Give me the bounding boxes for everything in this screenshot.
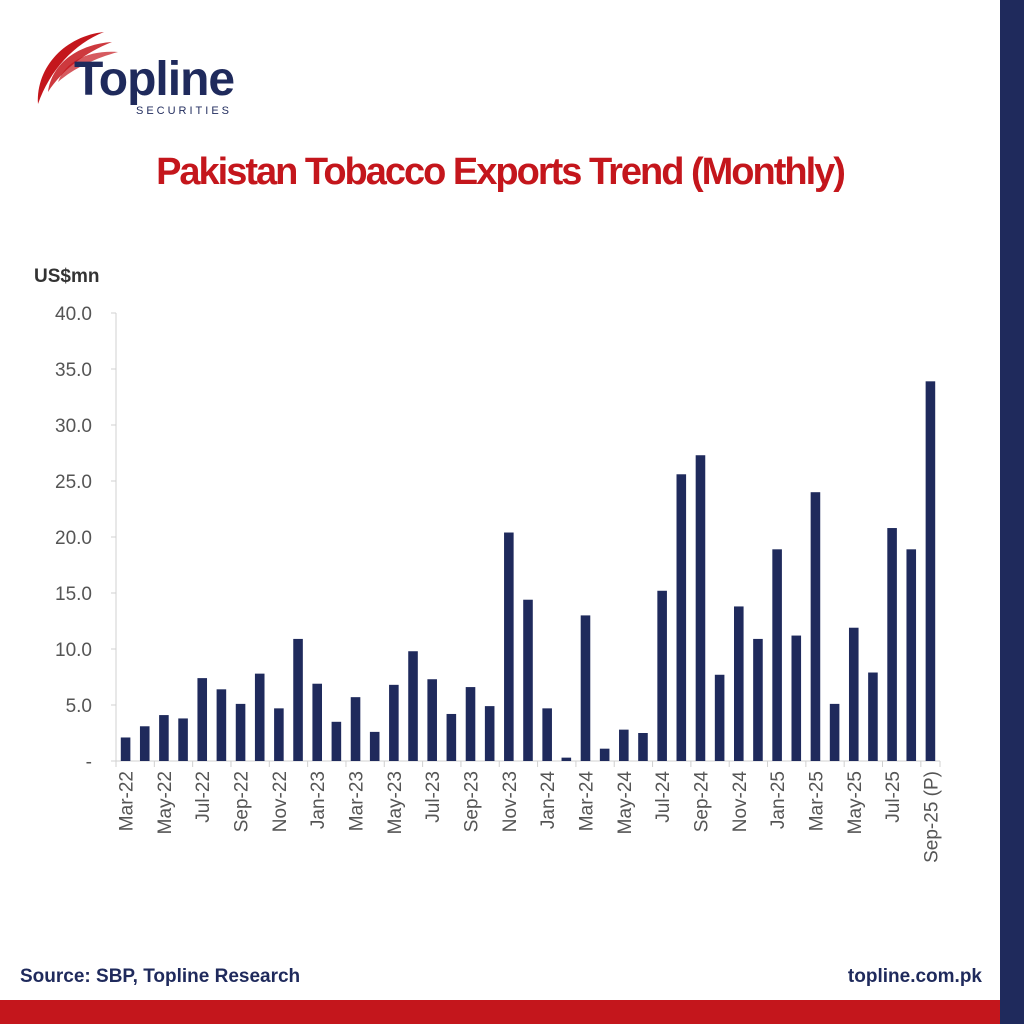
bar-Sep-23	[465, 687, 476, 761]
bar-Jul-22	[197, 678, 208, 761]
x-tick-label: Sep-22	[232, 771, 253, 832]
y-tick-label: 35.0	[55, 360, 92, 381]
bottom-accent-band	[0, 1000, 1000, 1024]
y-tick-label: 10.0	[55, 640, 92, 661]
bar-Jan-23	[312, 683, 322, 761]
chart-title: Pakistan Tobacco Exports Trend (Monthly)	[156, 151, 846, 193]
x-tick-label: Jul-25	[883, 771, 904, 823]
bar-Apr-23	[369, 731, 380, 761]
bar-Nov-23	[504, 532, 514, 761]
x-tick-label: Jan-25	[768, 771, 789, 829]
bar-Apr-22	[139, 726, 150, 761]
bar-Oct-24	[714, 674, 725, 761]
x-tick-label: Sep-25 (P)	[921, 771, 942, 863]
x-tick-label: Mar-22	[117, 771, 138, 831]
bar-Sep-22	[235, 703, 246, 761]
bar-Jun-25	[868, 672, 878, 761]
bar-Feb-23	[331, 721, 342, 761]
right-accent-band	[1000, 0, 1024, 1024]
logo-swoosh-icon	[37, 32, 118, 104]
bar-Jan-25	[772, 549, 782, 761]
bar-Apr-24	[599, 748, 610, 761]
bar-Oct-23	[484, 706, 495, 761]
y-axis-unit-label: US$mn	[34, 266, 100, 287]
bar-May-25	[848, 627, 859, 761]
source-note: Source: SBP, Topline Research	[20, 966, 301, 987]
bar-Sep-24	[695, 455, 706, 761]
bar-Aug-24	[676, 474, 687, 761]
x-tick-label: Jan-24	[538, 771, 559, 830]
y-tick-label: -	[86, 752, 92, 773]
x-tick-label: Jul-23	[423, 771, 444, 823]
bar-Aug-25	[906, 549, 917, 761]
bar-Mar-24	[580, 615, 591, 761]
logo-subtitle: SECURITIES	[136, 105, 233, 117]
y-tick-label: 5.0	[66, 696, 92, 717]
x-tick-label: Sep-23	[462, 771, 483, 832]
bar-May-22	[159, 715, 169, 761]
logo-wordmark: Topline	[74, 53, 235, 106]
bar-chart: - 5.0 10.0 15.0 20.0 25.0 30.0 35.0 40.0 Mar-22 Ma…	[55, 304, 942, 863]
x-tick-label: Sep-24	[691, 771, 712, 833]
bar-Jun-24	[638, 733, 648, 761]
website-link[interactable]: topline.com.pk	[847, 966, 982, 987]
x-tick-label: Nov-23	[500, 771, 521, 832]
bar-Mar-22	[120, 737, 131, 761]
bar-Jul-25	[887, 528, 897, 761]
bar-Jun-22	[178, 718, 188, 761]
bar-Jul-23	[427, 679, 437, 761]
x-tick-label: Jul-24	[653, 771, 674, 823]
bar-Aug-22	[216, 689, 227, 761]
x-tick-label: May-25	[845, 771, 866, 834]
bar-Apr-25	[829, 703, 840, 761]
bar-Mar-25	[810, 492, 821, 761]
bar-Nov-22	[274, 708, 284, 761]
bar-Oct-22	[254, 673, 265, 761]
x-tick-label: Mar-25	[806, 771, 827, 831]
bar-Dec-22	[293, 638, 303, 761]
bar-Dec-23	[523, 599, 533, 761]
bar-Nov-24	[734, 606, 744, 761]
x-tick-label: Mar-23	[347, 771, 368, 831]
x-tick-label: May-22	[155, 771, 176, 834]
bar-Aug-23	[446, 713, 457, 761]
y-tick-label: 20.0	[55, 528, 92, 549]
x-tick-label: Nov-24	[730, 771, 751, 833]
y-tick-label: 30.0	[55, 416, 92, 437]
x-tick-label: May-24	[615, 771, 636, 835]
x-tick-label: Jul-22	[193, 771, 214, 823]
bar-Mar-23	[350, 697, 361, 761]
bar-Sep-25 (P)	[925, 381, 936, 761]
x-tick-label: Mar-24	[576, 771, 597, 832]
bar-May-23	[389, 684, 399, 761]
bar-Feb-25	[791, 635, 802, 761]
bar-Dec-24	[753, 638, 763, 761]
x-tick-label: Nov-22	[270, 771, 291, 832]
bar-May-24	[619, 729, 629, 761]
bar-Jul-24	[657, 590, 667, 761]
y-tick-label: 25.0	[55, 472, 92, 493]
x-tick-label: Jan-23	[308, 771, 329, 829]
bar-Feb-24	[561, 757, 572, 761]
y-tick-label: 40.0	[55, 304, 92, 325]
bar-Jan-24	[542, 708, 552, 761]
y-tick-label: 15.0	[55, 584, 92, 605]
x-tick-label: May-23	[385, 771, 406, 834]
bar-Jun-23	[408, 651, 418, 761]
